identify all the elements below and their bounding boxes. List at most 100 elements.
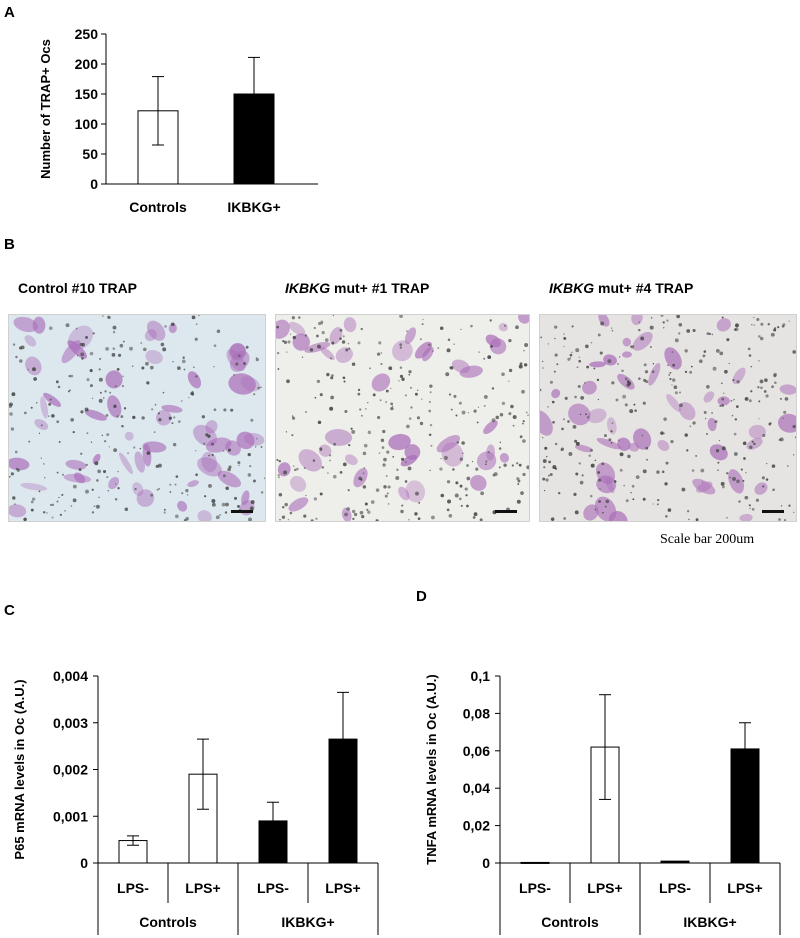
particle	[296, 467, 299, 471]
particle	[459, 484, 463, 488]
particle	[357, 392, 361, 396]
particle	[14, 503, 16, 505]
particle	[247, 452, 251, 457]
particle	[651, 370, 655, 374]
particle	[279, 519, 281, 521]
particle	[312, 459, 316, 462]
particle	[758, 400, 761, 403]
stained-cell	[324, 429, 353, 446]
particle	[714, 420, 718, 424]
particle	[483, 404, 486, 407]
stained-cell	[288, 321, 306, 336]
particle	[732, 476, 736, 481]
particle	[656, 470, 660, 474]
stained-cell	[124, 431, 134, 441]
particle	[386, 492, 389, 495]
stained-cell	[628, 442, 640, 452]
particle	[28, 440, 31, 443]
particle	[596, 378, 600, 382]
particle	[744, 495, 749, 500]
particle	[518, 364, 523, 369]
particle	[519, 435, 523, 439]
stained-cell	[142, 443, 152, 467]
particle	[692, 421, 696, 425]
particle	[542, 459, 547, 463]
stained-cell	[343, 317, 357, 333]
bar	[520, 861, 550, 864]
particle	[665, 461, 669, 465]
particle	[291, 316, 295, 320]
particle	[173, 416, 176, 419]
micrograph-mut-1	[275, 314, 530, 522]
particle	[664, 482, 668, 486]
particle	[339, 328, 343, 332]
particle	[164, 325, 167, 328]
particle	[177, 366, 181, 370]
particle	[686, 329, 691, 333]
particle	[743, 457, 746, 460]
particle	[499, 441, 502, 444]
y-tick-label: 0,08	[463, 705, 490, 721]
particle	[630, 345, 635, 349]
image-title-gene: IKBKG	[549, 280, 595, 296]
particle	[225, 486, 229, 491]
stained-cell	[598, 315, 610, 327]
particle	[793, 454, 795, 456]
particle	[579, 413, 582, 416]
stained-cell	[617, 373, 635, 390]
particle	[541, 436, 544, 439]
particle	[12, 343, 16, 346]
particle	[248, 517, 252, 521]
particle	[448, 393, 452, 396]
particle	[446, 508, 450, 512]
particle	[770, 332, 775, 337]
stained-cell	[68, 325, 94, 350]
particle	[365, 408, 367, 410]
particle	[610, 441, 613, 444]
particle	[81, 342, 85, 347]
stained-cell	[422, 346, 434, 362]
particle	[640, 336, 645, 341]
particle	[590, 342, 593, 344]
particle	[181, 492, 184, 495]
stained-cell	[32, 316, 46, 334]
particle	[319, 492, 323, 496]
particle	[352, 517, 355, 520]
particle	[391, 405, 394, 407]
y-axis-label: TNFA mRNA levels in Oc (A.U.)	[424, 674, 439, 864]
particle	[197, 315, 200, 317]
particle	[415, 491, 419, 496]
stained-cell	[276, 319, 290, 339]
particle	[108, 446, 111, 448]
particle	[395, 476, 400, 481]
particle	[249, 506, 254, 511]
particle	[597, 333, 601, 337]
particle	[378, 341, 382, 345]
stained-cell	[778, 413, 796, 433]
particle	[380, 362, 383, 366]
particle	[33, 377, 37, 381]
particle	[587, 416, 590, 419]
particle	[56, 420, 60, 424]
particle	[475, 467, 479, 471]
scale-bar-label: Scale bar 200um	[660, 532, 755, 547]
particle	[78, 468, 82, 472]
particle	[131, 365, 134, 367]
particle	[430, 444, 433, 447]
particle	[375, 488, 380, 492]
particle	[749, 507, 751, 510]
particle	[540, 388, 542, 392]
particle	[473, 409, 477, 413]
particle	[89, 369, 93, 373]
particle	[112, 330, 116, 334]
particle	[753, 316, 755, 319]
particle	[748, 354, 752, 357]
particle	[113, 404, 116, 407]
particle	[749, 445, 753, 449]
particle	[657, 498, 660, 502]
particle	[721, 404, 724, 407]
particle	[156, 488, 159, 491]
particle	[163, 508, 166, 511]
particle	[428, 343, 431, 347]
particle	[49, 398, 52, 401]
